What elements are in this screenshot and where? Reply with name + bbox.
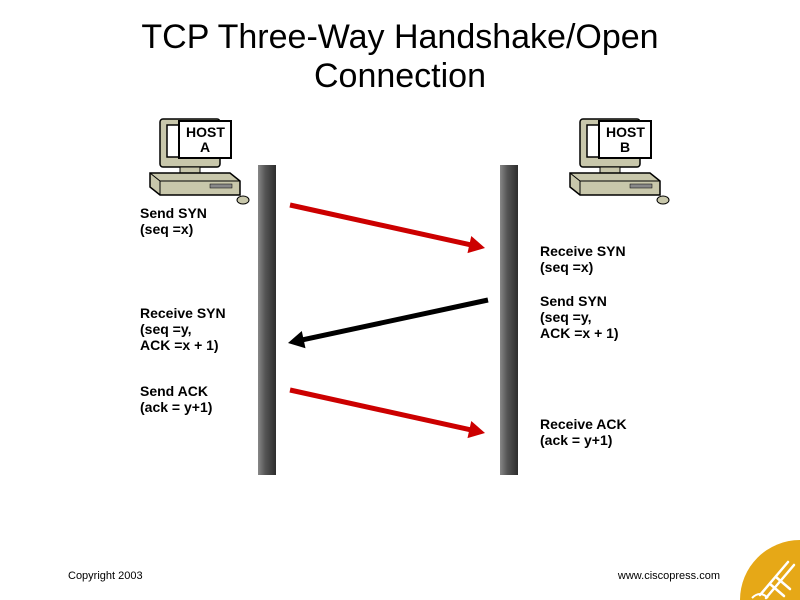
step-left-0: Send SYN(seq =x) [140,205,207,237]
arrows-layer [0,130,800,530]
copyright-text: Copyright 2003 [68,570,143,582]
step-left-1: Receive SYN(seq =y,ACK =x + 1) [140,305,226,353]
arrow-1-line [297,300,488,341]
arrow-0-line [290,205,476,246]
ciscopress-logo-icon [740,540,800,600]
step-right-1: Send SYN(seq =y,ACK =x + 1) [540,293,619,341]
step-right-2: Receive ACK(ack = y+1) [540,416,627,448]
diagram: HOSTA HOSTB Send SYN(seq =x)Receive SYN(… [0,130,800,530]
footer-url: www.ciscopress.com [618,570,720,582]
page-title: TCP Three-Way Handshake/OpenConnection [0,0,800,96]
arrow-2-head [467,421,485,438]
step-right-0: Receive SYN(seq =x) [540,243,626,275]
step-left-2: Send ACK(ack = y+1) [140,383,212,415]
arrow-2-line [290,390,476,431]
arrow-0-head [467,236,485,253]
arrow-1-head [288,331,305,348]
